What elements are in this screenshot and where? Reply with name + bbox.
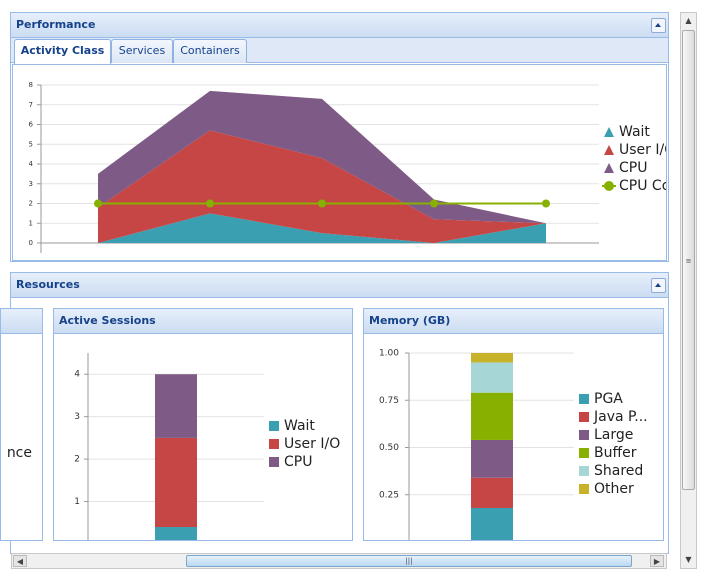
legend-label: Other: [594, 481, 634, 497]
y-tick-label: 5: [29, 140, 33, 148]
legend-label: CPU: [619, 160, 647, 176]
y-tick-label: 3: [29, 180, 33, 188]
legend-label: Buffer: [594, 445, 637, 461]
scroll-thumb[interactable]: |||: [186, 555, 632, 567]
y-tick-label: 2: [74, 455, 80, 465]
y-tick-label: 6: [29, 121, 34, 129]
legend-marker: [579, 394, 589, 404]
chart-area: 1 2 3 4 Wait User I/O CPU: [54, 333, 352, 540]
chart-area: 0 1 2 3 4 5 6 7 8 Wait User I/O CPU CPU Cores: [12, 64, 692, 261]
legend-marker: [269, 421, 279, 431]
legend-label: User I/O: [619, 142, 666, 158]
collapse-button[interactable]: [651, 18, 666, 33]
y-tick-label: 1.00: [379, 349, 399, 359]
legend-marker: [604, 127, 614, 137]
bar-segment: [471, 507, 513, 540]
legend-marker: [579, 466, 589, 476]
legend-marker: [579, 484, 589, 494]
bar-segment: [471, 353, 513, 363]
scroll-left[interactable]: ◀: [13, 555, 27, 567]
legend-label: Java P...: [593, 409, 648, 425]
bar-segment: [155, 374, 197, 438]
scroll-thumb[interactable]: ≡: [682, 30, 695, 490]
scroll-up[interactable]: ▲: [685, 16, 692, 25]
legend-label: Wait: [619, 124, 650, 140]
legend-label: CPU: [284, 454, 312, 470]
y-tick-label: 1: [74, 497, 80, 507]
chart: 1 2 3 4 Wait User I/O CPU: [74, 353, 340, 540]
point: [430, 199, 438, 208]
bar-segment: [471, 392, 513, 440]
panel-title: Performance: [11, 13, 668, 38]
bar-segment: [471, 439, 513, 478]
chart: 0 1 2 3 4 5 6 7 8 Wait User I/O CPU CPU Cores: [29, 81, 692, 253]
bar-segment: [471, 477, 513, 508]
chart: 0.25 0.50 0.75 1.00 PGA Java P... Large Buffer S…: [379, 349, 648, 540]
y-tick-label: 4: [74, 370, 80, 380]
chart-area: 0.25 0.50 0.75 1.00 PGA Java P... Large Buffer S…: [364, 333, 663, 540]
legend-marker: [604, 181, 614, 191]
panel-title: Active Sessions: [54, 309, 352, 334]
point: [542, 199, 550, 208]
y-tick-label: 0.50: [379, 443, 399, 453]
area: [98, 130, 546, 243]
area: [98, 90, 546, 224]
active-sessions-panel: Active Sessions 1 2 3 4 Wait User I/O CPU: [53, 308, 353, 541]
y-tick-label: 3: [74, 412, 80, 422]
point: [94, 199, 102, 208]
y-tick-label: 1: [29, 219, 33, 227]
tab[interactable]: Services: [111, 39, 173, 63]
legend-label: User I/O: [284, 436, 340, 452]
legend-marker: [269, 439, 279, 449]
legend-marker: [269, 457, 279, 467]
legend-marker: [579, 448, 589, 458]
bar-segment: [155, 437, 197, 528]
partial-panel: nce: [0, 308, 43, 541]
legend-marker: [604, 145, 614, 155]
legend-label: PGA: [594, 391, 623, 407]
legend-label: Shared: [594, 463, 643, 479]
y-tick-label: 4: [29, 160, 34, 168]
scroll-down[interactable]: ▼: [685, 555, 692, 564]
legend-marker: [604, 163, 614, 173]
scroll-right[interactable]: ▶: [650, 555, 664, 567]
tab[interactable]: Activity Class: [14, 39, 111, 64]
legend-label: CPU Cores: [619, 178, 666, 194]
point: [206, 199, 214, 208]
y-tick-label: 8: [29, 81, 33, 89]
y-tick-label: 2: [29, 200, 33, 208]
bar-segment: [471, 362, 513, 393]
y-tick-label: 0.25: [379, 490, 399, 500]
panel-title: Memory (GB): [364, 309, 663, 334]
tab[interactable]: Containers: [173, 39, 247, 63]
bar-segment: [155, 527, 197, 540]
panel-title: Resources: [11, 273, 668, 298]
panel-header: [1, 309, 42, 334]
y-tick-label: 7: [29, 101, 33, 109]
point: [318, 199, 326, 208]
vertical-scrollbar[interactable]: ▲ ≡ ▼: [680, 12, 697, 569]
legend-marker: [579, 412, 589, 422]
horizontal-scrollbar[interactable]: ◀ ||| ▶: [11, 553, 667, 569]
area: [98, 213, 546, 243]
y-tick-label: 0: [29, 239, 33, 247]
collapse-button[interactable]: [651, 278, 666, 293]
legend-label: Wait: [284, 418, 315, 434]
memory-panel: Memory (GB) 0.25 0.50 0.75 1.00 PGA Java P...…: [363, 308, 664, 541]
legend-label: Large: [594, 427, 633, 443]
y-tick-label: 0.75: [379, 396, 399, 406]
legend-marker: [579, 430, 589, 440]
partial-text: nce: [6, 445, 32, 461]
